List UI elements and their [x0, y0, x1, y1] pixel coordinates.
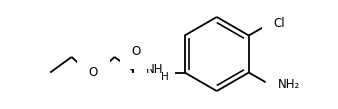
- Text: O: O: [131, 45, 141, 58]
- Text: O: O: [89, 66, 98, 79]
- Text: Cl: Cl: [273, 17, 285, 30]
- Text: NH₂: NH₂: [277, 78, 300, 91]
- Text: H: H: [161, 72, 169, 82]
- Text: NH: NH: [146, 63, 163, 76]
